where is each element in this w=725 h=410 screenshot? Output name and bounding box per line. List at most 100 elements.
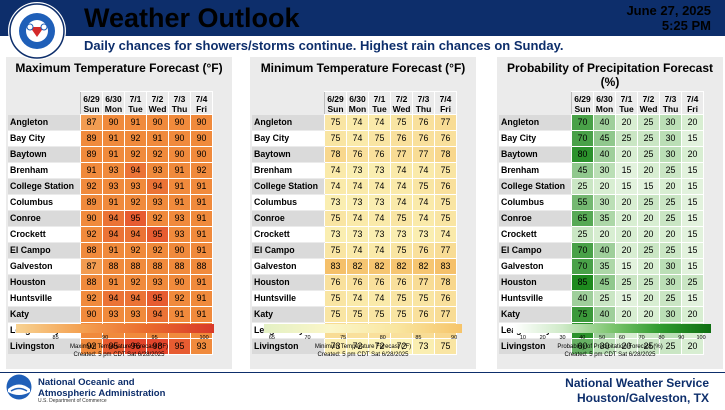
pop-value-cell: 20 (615, 146, 638, 163)
day-date: 6/30 (105, 94, 122, 104)
day-date: 6/29 (83, 94, 100, 104)
city-name: El Campo (499, 242, 572, 259)
min-temp-value-cell: 73 (368, 226, 391, 243)
max-temp-row: Bay City 89 91 92 91 90 90 (8, 130, 213, 147)
min-temp-day-header: 7/1 Tue (368, 91, 391, 115)
min-temp-value-cell: 82 (368, 258, 391, 275)
pop-value-cell: 25 (637, 242, 660, 259)
pop-value-cell: 20 (615, 194, 638, 211)
footer (0, 372, 725, 410)
pop-value-cell: 25 (659, 338, 682, 355)
min-temp-value-cell: 74 (412, 210, 435, 227)
pop-day-header: 7/4 Fri (681, 91, 704, 115)
max-temp-value-cell: 90 (168, 146, 191, 163)
issue-date: June 27, 2025 (626, 3, 711, 18)
max-temp-value-cell: 93 (102, 178, 125, 195)
max-temp-value-cell: 91 (190, 178, 213, 195)
city-name: Bay City (252, 130, 325, 147)
city-name: Conroe (252, 210, 325, 227)
max-temp-value-cell: 90 (168, 114, 191, 131)
min-temp-value-cell: 74 (412, 194, 435, 211)
max-temp-day-header: 7/1 Tue (124, 91, 147, 115)
pop-value-cell: 20 (659, 178, 682, 195)
colorbar-tick-label: 30 (559, 335, 566, 341)
city-name: Baytown (499, 146, 572, 163)
min-temp-value-cell: 83 (434, 258, 457, 275)
city-name: Brenham (252, 162, 325, 179)
pop-value-cell: 70 (571, 242, 594, 259)
max-temp-value-cell: 92 (124, 130, 147, 147)
day-of-week: Mon (104, 104, 123, 114)
min-temp-row: Columbus 73 73 73 74 74 75 (252, 194, 457, 211)
min-temp-value-cell: 75 (412, 290, 435, 307)
pop-value-cell: 25 (615, 274, 638, 291)
max-temp-value-cell: 94 (124, 290, 147, 307)
max-temp-title: Maximum Temperature Forecast (°F) (15, 61, 223, 75)
day-date: 7/2 (151, 94, 164, 104)
max-temp-row: Conroe 90 94 95 92 93 91 (8, 210, 213, 227)
day-date: 7/2 (642, 94, 655, 104)
pop-day-header: 6/30 Mon (593, 91, 616, 115)
min-temp-value-cell: 75 (390, 306, 413, 323)
max-temp-colorbar-ticks: 85 90 95 100 (16, 335, 214, 343)
day-of-week: Sun (327, 104, 344, 114)
day-of-week: Fri (687, 104, 698, 114)
pop-value-cell: 15 (615, 162, 638, 179)
pop-row: Katy 75 40 20 20 30 20 (499, 306, 704, 323)
min-temp-value-cell: 75 (324, 210, 347, 227)
header-banner (0, 0, 725, 36)
city-name: College Station (252, 178, 325, 195)
issue-time: 5:25 PM (661, 18, 711, 33)
colorbar-tick-label: 90 (102, 335, 109, 341)
max-temp-value-cell: 94 (124, 226, 147, 243)
pop-value-cell: 25 (659, 194, 682, 211)
pop-value-cell: 40 (593, 242, 616, 259)
day-of-week: Tue (372, 104, 387, 114)
nws-office-line2: Houston/Galveston, TX (576, 391, 709, 405)
min-temp-value-cell: 76 (368, 146, 391, 163)
min-temp-colorbar-ticks: 65 70 75 80 85 90 (264, 335, 462, 343)
max-temp-value-cell: 94 (102, 226, 125, 243)
pop-value-cell: 25 (659, 162, 682, 179)
pop-value-cell: 30 (659, 306, 682, 323)
city-name: Bay City (8, 130, 81, 147)
max-temp-value-cell: 93 (146, 162, 169, 179)
pop-value-cell: 20 (681, 306, 704, 323)
pop-row: Baytown 80 40 20 25 30 20 (499, 146, 704, 163)
min-temp-day-header: 7/3 Thu (412, 91, 435, 115)
min-temp-value-cell: 73 (368, 194, 391, 211)
pop-value-cell: 20 (659, 226, 682, 243)
city-name: El Campo (8, 242, 81, 259)
max-temp-value-cell: 93 (102, 162, 125, 179)
max-temp-value-cell: 89 (80, 146, 103, 163)
pop-value-cell: 30 (659, 274, 682, 291)
day-date: 7/1 (620, 94, 633, 104)
pop-value-cell: 25 (637, 274, 660, 291)
pop-value-cell: 20 (615, 210, 638, 227)
day-date: 7/3 (417, 94, 430, 104)
min-temp-created: Created: 5 pm CDT Sat 6/28/2025 (317, 352, 409, 358)
pop-value-cell: 40 (593, 306, 616, 323)
pop-colorbar-ticks: 10 20 30 40 50 60 70 80 90 100 (513, 335, 711, 343)
nws-office: National Weather Service Houston/Galvest… (565, 376, 709, 406)
city-name: Brenham (499, 162, 572, 179)
pop-value-cell: 25 (659, 242, 682, 259)
min-temp-row: Angleton 75 74 74 75 76 77 (252, 114, 457, 131)
city-name: Angleton (8, 114, 81, 131)
min-temp-value-cell: 77 (434, 306, 457, 323)
max-temp-value-cell: 91 (168, 194, 191, 211)
city-name: Katy (8, 306, 81, 323)
min-temp-value-cell: 75 (324, 130, 347, 147)
pop-day-header: 7/3 Thu (659, 91, 682, 115)
min-temp-value-cell: 74 (434, 226, 457, 243)
city-name: Crockett (252, 226, 325, 243)
max-temp-value-cell: 91 (102, 130, 125, 147)
day-of-week: Tue (128, 104, 143, 114)
max-temp-value-cell: 92 (146, 242, 169, 259)
min-temp-colorbar-label: Minimum Temperature Forecast (°F) (314, 344, 412, 350)
colorbar-tick-label: 85 (415, 335, 422, 341)
day-of-week: Fri (440, 104, 451, 114)
min-temp-value-cell: 76 (390, 274, 413, 291)
pop-value-cell: 30 (593, 162, 616, 179)
pop-value-cell: 15 (681, 242, 704, 259)
